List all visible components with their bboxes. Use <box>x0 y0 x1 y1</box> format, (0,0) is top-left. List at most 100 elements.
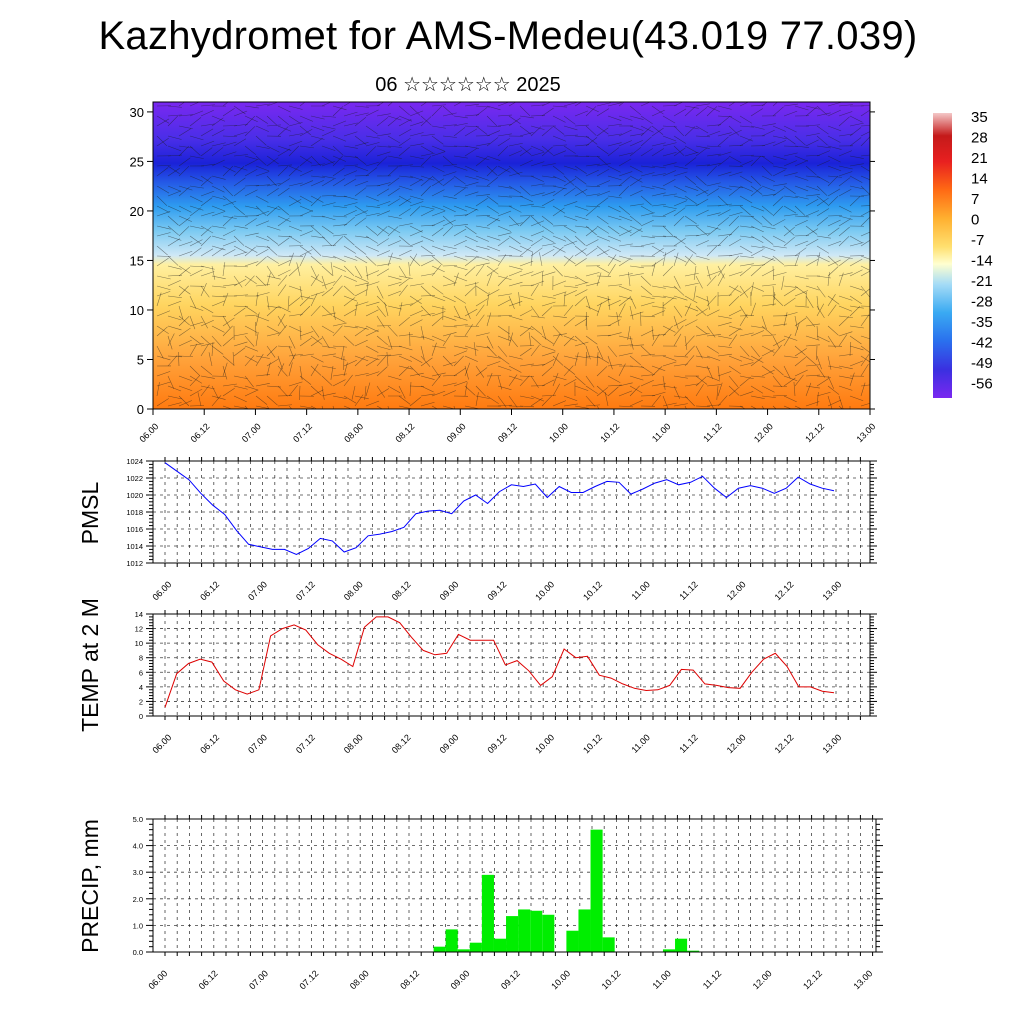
wind-barb <box>277 164 292 167</box>
wind-barb <box>354 356 366 367</box>
wind-barb <box>783 226 795 237</box>
wind-barb <box>838 111 853 117</box>
wind-barb <box>651 285 666 289</box>
colorbar-label: -28 <box>971 294 993 311</box>
wind-barb <box>156 135 168 147</box>
wind-barb <box>794 290 808 297</box>
wind-barb <box>321 405 324 409</box>
wind-barb <box>156 345 164 359</box>
wind-barb <box>750 245 765 249</box>
wind-barb <box>211 185 225 193</box>
wind-barb <box>255 355 270 359</box>
wind-barb <box>365 358 378 367</box>
wind-barb <box>563 365 574 377</box>
wind-barb <box>211 325 225 333</box>
wind-barb <box>761 284 776 287</box>
wind-barb <box>574 296 586 307</box>
wind-barb <box>596 334 611 337</box>
wind-barb <box>497 275 508 287</box>
wind-barb <box>189 343 204 347</box>
wind-barb <box>552 150 567 157</box>
x-tick-label: 07.12 <box>294 579 317 602</box>
wind-barb <box>695 376 707 387</box>
wind-barb <box>178 145 190 157</box>
wind-barb <box>508 374 518 387</box>
wind-barb <box>178 217 191 227</box>
wind-barb <box>604 392 609 407</box>
wind-barb <box>519 284 534 287</box>
wind-barb <box>497 299 511 307</box>
wind-barb <box>761 215 773 226</box>
wind-barb <box>222 195 235 205</box>
wind-barb <box>717 322 732 327</box>
wind-barb <box>508 185 522 194</box>
x-tick-label: 10.00 <box>547 421 570 444</box>
wind-barb <box>508 150 522 157</box>
wind-barb <box>310 363 319 377</box>
wind-barb <box>739 405 746 409</box>
wind-barb <box>541 107 554 117</box>
wind-barb <box>849 335 862 345</box>
wind-barb <box>310 245 322 256</box>
wind-barb <box>552 105 567 108</box>
wind-barb <box>596 366 608 377</box>
wind-barb <box>453 185 468 189</box>
wind-barb <box>717 195 729 206</box>
wind-barb <box>574 225 589 228</box>
wind-barb <box>475 367 488 377</box>
wind-barb <box>563 225 577 234</box>
wind-barb <box>200 163 215 167</box>
wind-barb <box>629 203 644 207</box>
wind-barb <box>365 382 371 397</box>
wind-barb <box>695 209 709 217</box>
wind-barb <box>607 165 621 173</box>
wind-barb <box>321 125 336 130</box>
wind-barb <box>827 272 830 287</box>
wind-barb <box>662 142 677 147</box>
wind-barb <box>706 265 711 280</box>
wind-barb <box>222 185 234 197</box>
wind-barb <box>838 104 853 107</box>
wind-barb <box>684 319 698 327</box>
wind-barb <box>288 362 293 377</box>
x-tick-label: 09.12 <box>496 421 519 444</box>
wind-barb <box>464 286 476 297</box>
wind-barb <box>508 245 522 253</box>
wind-barb <box>453 214 468 217</box>
wind-barb <box>321 115 336 118</box>
wind-barb <box>277 148 291 157</box>
wind-barb <box>232 352 235 367</box>
wind-barb <box>684 215 697 225</box>
wind-barb <box>299 331 314 337</box>
x-tick-label: 08.00 <box>342 579 365 602</box>
wind-barb <box>662 209 676 217</box>
wind-barb <box>640 219 654 227</box>
wind-barb <box>783 110 798 117</box>
wind-barb <box>585 106 597 117</box>
wind-barb <box>585 272 600 277</box>
x-tick-label: 12.00 <box>751 968 774 991</box>
wind-barb <box>200 283 207 297</box>
wind-barb <box>255 165 270 172</box>
wind-barb <box>816 355 822 370</box>
wind-barb <box>222 317 235 327</box>
wind-barb <box>750 302 757 317</box>
wind-barb <box>343 209 357 217</box>
wind-barb <box>442 135 457 138</box>
wind-barb <box>761 255 776 261</box>
wind-barb <box>684 245 697 255</box>
wind-barb <box>761 294 776 297</box>
wind-barb <box>794 369 808 377</box>
wind-barb <box>387 290 402 297</box>
wind-barb <box>805 364 820 367</box>
wind-barb <box>387 281 402 287</box>
wind-barb <box>200 190 215 197</box>
wind-barb <box>519 295 534 300</box>
wind-barb <box>739 362 754 367</box>
y-tick-label: 5 <box>137 352 144 367</box>
wind-barb <box>167 402 182 407</box>
wind-barb <box>431 374 442 387</box>
wind-barb <box>662 193 677 197</box>
wind-barb <box>541 175 556 179</box>
wind-barb <box>750 355 764 363</box>
